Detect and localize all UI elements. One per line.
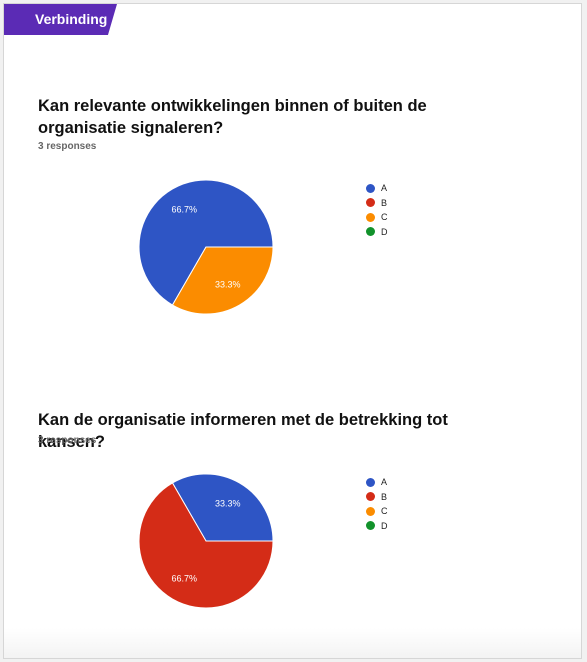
- legend-1-swatch-D: [366, 227, 375, 237]
- pie-2-slice-A: [171, 473, 274, 542]
- pie-1-slice-A: [138, 179, 274, 306]
- legend-1-label-B: B: [381, 197, 388, 208]
- legend-2-swatch-D: [366, 521, 375, 531]
- pie-2-slice-B: [138, 482, 274, 609]
- pie-1-label-A: 66.7%: [171, 204, 197, 214]
- legend-1-swatch-B: [366, 198, 375, 208]
- legend-2-swatch-B: [366, 492, 375, 502]
- legend-1-label-C: C: [381, 212, 388, 223]
- pie-chart-1: 66.7% 33.3%: [138, 179, 274, 315]
- legend-1-item-B: B: [366, 196, 388, 211]
- legend-1-item-D: D: [366, 225, 388, 240]
- pie-2-label-A: 33.3%: [215, 498, 241, 508]
- legend-2-swatch-C: [366, 506, 375, 516]
- question-title-1: Kan relevante ontwikkelingen binnen of b…: [38, 97, 427, 137]
- pie-2-label-B: 66.7%: [171, 574, 197, 584]
- legend-2-swatch-A: [366, 477, 375, 487]
- pie-1-slice-C: [171, 246, 274, 315]
- pie-1-label-C: 33.3%: [215, 280, 241, 290]
- legend-2-item-B: B: [366, 490, 388, 505]
- legend-1-item-A: A: [366, 181, 388, 196]
- legend-2-item-C: C: [366, 504, 388, 519]
- response-count-1: 3 responses: [38, 141, 97, 152]
- results-card: Verbinding Kan relevante ontwikkelingen …: [3, 3, 582, 659]
- legend-2-item-A: A: [366, 475, 388, 490]
- bottom-fade: [4, 628, 581, 658]
- legend-1-label-D: D: [381, 226, 388, 237]
- legend-1-swatch-A: [366, 183, 375, 193]
- response-count-2: 3 responses: [38, 435, 97, 446]
- section-tag: Verbinding: [4, 4, 117, 35]
- legend-1-swatch-C: [366, 212, 375, 222]
- legend-2-item-D: D: [366, 519, 388, 534]
- legend-2-label-B: B: [381, 491, 388, 502]
- legend-2-label-D: D: [381, 520, 388, 531]
- question-title-2: Kan de organisatie informeren met de bet…: [38, 411, 448, 451]
- legend-1-label-A: A: [381, 183, 388, 194]
- legend-2-label-A: A: [381, 477, 388, 488]
- legend-1-item-C: C: [366, 210, 388, 225]
- pie-chart-2: 33.3% 66.7%: [138, 473, 274, 609]
- legend-2-label-C: C: [381, 506, 388, 517]
